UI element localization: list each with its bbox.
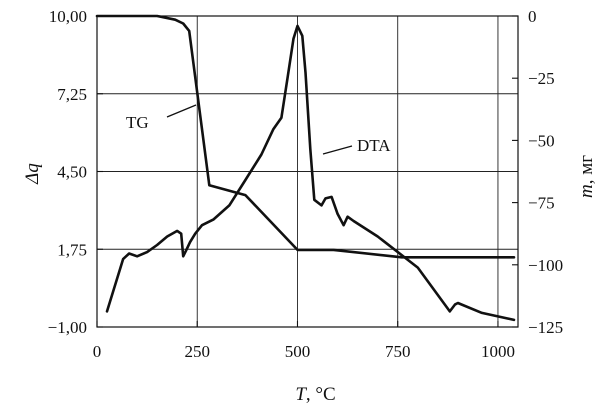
left-y-axis-title: Δq [22,163,43,185]
right-y-axis-title: m, мг [576,155,597,198]
right-y-tick-label: −100 [528,256,563,275]
x-tick-label: 750 [385,342,411,361]
x-tick-label: 250 [184,342,210,361]
left-y-tick-label: 7,25 [57,85,87,104]
left-y-tick-label: 10,00 [49,7,87,26]
x-tick-label: 500 [285,342,311,361]
series-line-dta [105,24,516,322]
x-tick-label: 0 [93,342,102,361]
right-y-tick-label: 0 [528,7,537,26]
left-y-tick-label: 1,75 [57,240,87,259]
dta-annotation-label: DTA [357,136,391,155]
x-axis-title: T, °C [295,384,335,405]
grid [97,16,518,327]
tg-annotation-leader [166,104,197,118]
tg-annotation-label: TG [126,113,149,132]
right-y-tick-label: −50 [528,131,555,150]
right-y-tick-label: −125 [528,318,563,337]
series-line-tg [95,14,516,259]
annotations: TG DTA [126,104,391,155]
left-y-tick-label: −1,00 [48,318,87,337]
left-y-tick-label: 4,50 [57,163,87,182]
right-y-tick-label: −25 [528,69,555,88]
dta-annotation-leader [322,145,353,155]
ticks-layer: 0 250 500 750 1000 −1,00 1,75 4,50 7,25 10,00 0 −25… [48,7,563,361]
series-layer [95,14,516,322]
right-y-tick-label: −75 [528,194,555,213]
x-tick-label: 1000 [481,342,515,361]
